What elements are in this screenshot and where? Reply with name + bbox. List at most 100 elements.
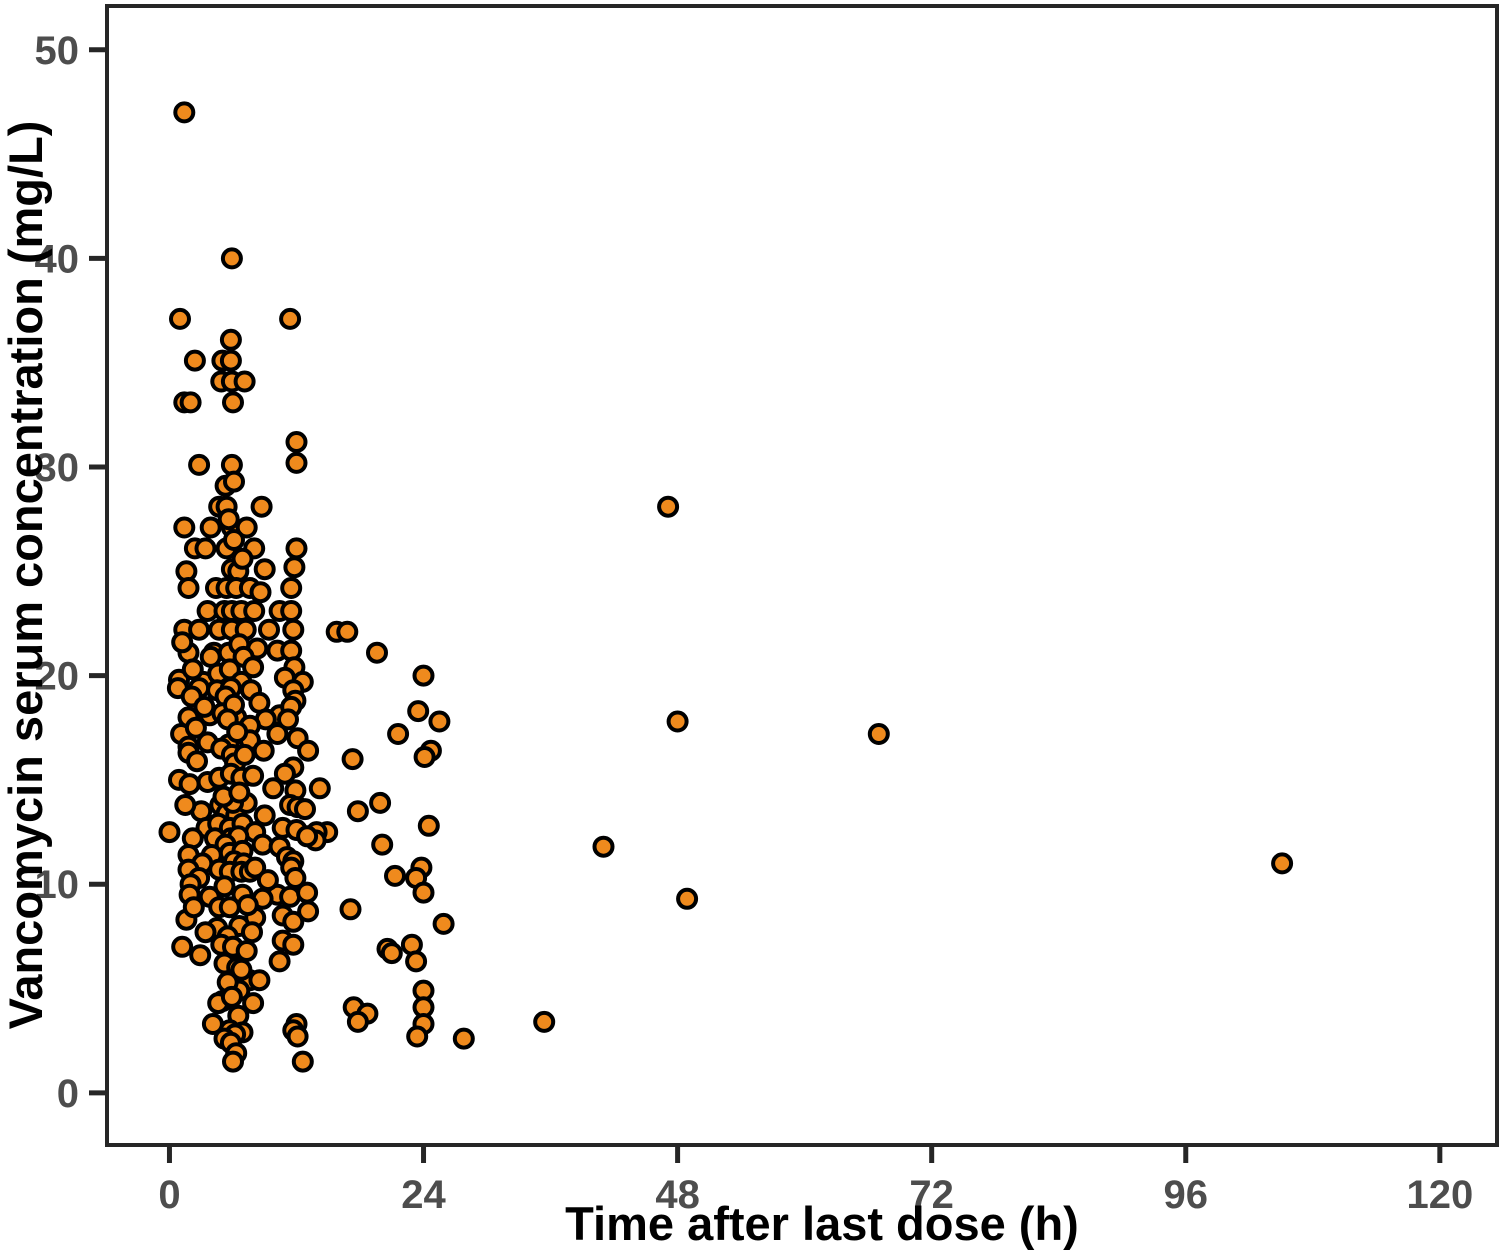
x-tick-label: 0 <box>158 1173 180 1217</box>
plot-panel-border <box>105 4 1499 1147</box>
data-point <box>249 581 272 604</box>
data-point <box>286 1025 309 1048</box>
data-point <box>336 620 359 643</box>
data-point <box>188 618 211 641</box>
data-point <box>171 935 194 958</box>
data-point <box>266 723 289 745</box>
data-point <box>341 748 364 771</box>
data-point <box>412 664 435 687</box>
data-point <box>380 942 403 965</box>
y-tick-label: 0 <box>57 1072 79 1116</box>
x-axis-title: Time after last dose (h) <box>565 1197 1079 1250</box>
data-point <box>284 867 307 889</box>
data-point <box>189 944 212 967</box>
data-point <box>244 856 267 879</box>
data-point <box>258 618 280 641</box>
data-point <box>285 451 308 474</box>
data-point <box>219 328 242 351</box>
data-point <box>179 391 202 414</box>
data-point <box>219 349 242 372</box>
data-point <box>233 370 256 393</box>
data-point <box>220 985 243 1008</box>
data-point <box>294 798 316 821</box>
data-point <box>248 969 271 992</box>
data-point <box>188 453 211 476</box>
y-axis-title: Vancomycin serum concentration (mg/L) <box>0 121 52 1030</box>
data-point <box>285 431 308 453</box>
data-point <box>387 723 410 745</box>
data-point <box>231 547 254 570</box>
data-point <box>291 1050 314 1073</box>
data-point <box>236 894 259 917</box>
data-point <box>296 825 319 848</box>
data-point <box>184 716 207 739</box>
data-point <box>217 508 240 531</box>
data-point <box>277 708 299 731</box>
data-point <box>407 700 430 723</box>
y-tick-label: 40 <box>35 237 80 281</box>
data-point <box>283 556 306 579</box>
data-point <box>297 739 320 762</box>
data-point <box>282 910 305 933</box>
data-point <box>177 577 200 599</box>
data-point <box>173 101 196 124</box>
data-point <box>308 777 331 800</box>
data-point <box>268 950 291 973</box>
data-point <box>285 537 308 560</box>
data-point <box>235 516 258 539</box>
data-point <box>412 881 435 904</box>
x-tick-label: 120 <box>1406 1173 1473 1217</box>
data-point <box>297 900 320 923</box>
data-point <box>220 247 243 270</box>
data-point <box>253 804 276 827</box>
data-point <box>218 896 241 919</box>
data-point <box>242 992 265 1015</box>
data-point <box>406 1025 429 1048</box>
data-point <box>296 881 319 904</box>
data-point <box>592 835 615 858</box>
data-point <box>186 750 208 773</box>
data-point <box>242 764 265 787</box>
data-point <box>252 739 275 762</box>
data-point <box>1271 852 1294 875</box>
data-point <box>182 896 205 919</box>
data-point <box>280 600 303 622</box>
data-point <box>194 537 217 560</box>
data-point <box>171 631 194 654</box>
data-point <box>371 833 394 856</box>
data-point <box>279 307 302 330</box>
data-point <box>366 641 388 664</box>
data-point <box>183 349 206 372</box>
x-tick-label: 72 <box>909 1173 954 1217</box>
data-point <box>282 618 305 641</box>
data-point <box>226 721 249 743</box>
data-point <box>230 958 253 981</box>
data-point <box>676 887 699 910</box>
data-point <box>181 658 204 681</box>
data-point <box>173 516 196 539</box>
data-point <box>339 898 362 921</box>
data-point <box>262 777 285 800</box>
points-layer <box>158 101 1294 1073</box>
data-point <box>413 746 436 768</box>
data-point <box>222 391 244 414</box>
data-point <box>199 516 222 539</box>
data-point <box>169 307 191 330</box>
data-point <box>282 933 305 956</box>
y-tick-label: 50 <box>35 29 80 73</box>
data-point <box>241 921 263 944</box>
data-point <box>346 1010 369 1033</box>
y-tick-label: 20 <box>35 655 80 699</box>
data-point <box>243 600 266 622</box>
data-point <box>417 814 440 837</box>
data-point <box>223 529 245 551</box>
data-point <box>222 1050 244 1073</box>
x-tick-label: 48 <box>655 1173 700 1217</box>
data-point <box>235 940 258 962</box>
data-point <box>253 558 276 581</box>
data-point <box>657 495 680 518</box>
data-point <box>428 710 451 733</box>
data-point <box>193 695 216 718</box>
